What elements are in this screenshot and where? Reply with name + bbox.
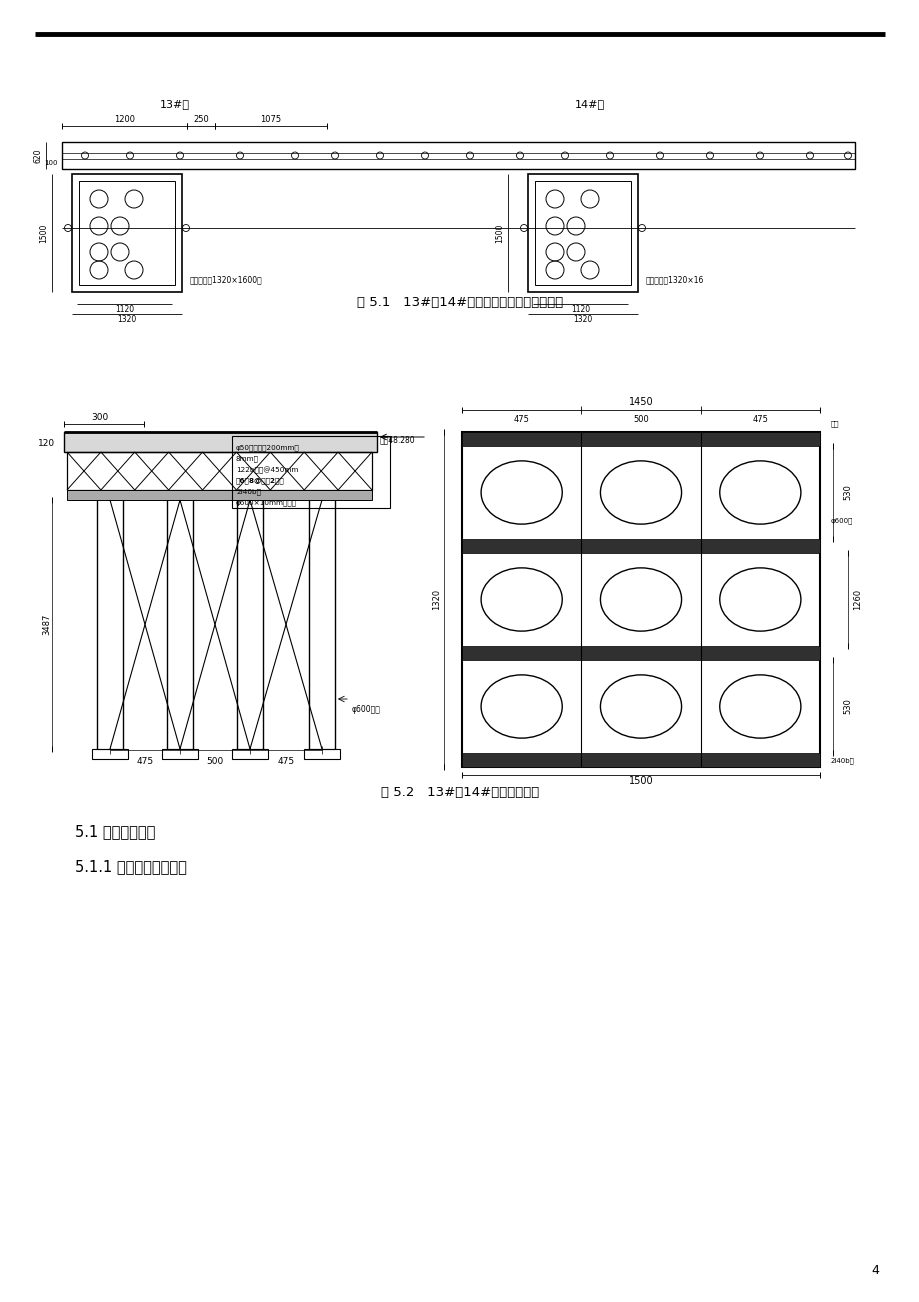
Text: 钒孔平台（1320×1600）: 钒孔平台（1320×1600） <box>190 276 263 285</box>
Bar <box>232 436 390 508</box>
Text: φ600锂: φ600锂 <box>830 517 853 523</box>
Text: 13#墩: 13#墩 <box>160 99 190 109</box>
Bar <box>461 539 819 553</box>
Text: 2I40b锂: 2I40b锂 <box>236 488 261 495</box>
Text: 1450: 1450 <box>628 397 652 408</box>
Text: 475: 475 <box>278 758 294 767</box>
Text: 元整: 元整 <box>830 421 839 427</box>
Bar <box>162 749 198 759</box>
Text: 250: 250 <box>193 115 209 124</box>
Text: 1200: 1200 <box>114 115 135 124</box>
Bar <box>461 753 819 767</box>
Text: 300: 300 <box>91 414 108 423</box>
Text: 1500: 1500 <box>495 224 504 242</box>
Bar <box>232 749 267 759</box>
Text: 475: 475 <box>752 414 767 423</box>
Text: φ50螺旋锂桌200mm桌: φ50螺旋锂桌200mm桌 <box>236 445 300 452</box>
Text: 图 5.2   13#、14#墩施工平台图: 图 5.2 13#、14#墩施工平台图 <box>380 785 539 798</box>
Text: 475: 475 <box>136 758 153 767</box>
Text: 2I40b锂: 2I40b锂 <box>830 758 854 764</box>
Text: 1500: 1500 <box>628 776 652 786</box>
Text: 8mm锂: 8mm锂 <box>236 456 259 462</box>
Text: 530: 530 <box>842 699 851 715</box>
Text: 120: 120 <box>39 440 55 448</box>
Bar <box>461 432 819 447</box>
Text: 100: 100 <box>44 160 58 165</box>
Text: 1320: 1320 <box>573 315 592 324</box>
Text: 1075: 1075 <box>260 115 281 124</box>
Text: 1260: 1260 <box>852 589 861 611</box>
Text: 500: 500 <box>206 758 223 767</box>
Bar <box>67 490 371 500</box>
Bar <box>303 749 340 759</box>
Text: 钒孔平台（1320×16: 钒孔平台（1320×16 <box>645 276 704 285</box>
Text: φ600管桌: φ600管桌 <box>352 704 380 713</box>
Text: 4: 4 <box>870 1263 878 1276</box>
Text: 桥面48.280: 桥面48.280 <box>380 435 415 444</box>
Text: 5.1.1 栈桥施工工艺流程: 5.1.1 栈桥施工工艺流程 <box>75 859 187 875</box>
Bar <box>461 432 819 767</box>
Text: 3487: 3487 <box>42 613 51 635</box>
Bar <box>79 181 175 285</box>
Bar <box>64 432 377 452</box>
Bar <box>67 452 371 490</box>
Bar <box>92 749 128 759</box>
Text: φ600×10mm锂管桌: φ600×10mm锂管桌 <box>236 500 297 506</box>
Text: 500: 500 <box>632 414 648 423</box>
Text: 图 5.1   13#、14#墩栈桥及施工平台总平面图: 图 5.1 13#、14#墩栈桥及施工平台总平面图 <box>357 296 562 309</box>
Text: 5.1 施工工艺流程: 5.1 施工工艺流程 <box>75 824 155 840</box>
Bar <box>535 181 630 285</box>
Text: 620: 620 <box>33 148 42 163</box>
Text: 1500: 1500 <box>40 224 49 242</box>
Text: 122b型锂@450mm: 122b型锂@450mm <box>236 466 298 474</box>
Text: 机6材8@边冀2螺栍: 机6材8@边冀2螺栍 <box>236 478 285 484</box>
Bar <box>72 174 182 292</box>
Bar <box>62 142 854 169</box>
Text: 14#墩: 14#墩 <box>574 99 605 109</box>
Text: 1320: 1320 <box>118 315 137 324</box>
Text: 475: 475 <box>513 414 529 423</box>
Bar <box>528 174 637 292</box>
Bar <box>461 646 819 660</box>
Text: 1120: 1120 <box>571 306 589 315</box>
Text: 1320: 1320 <box>432 589 441 611</box>
Text: 1120: 1120 <box>115 306 134 315</box>
Text: 530: 530 <box>842 484 851 500</box>
